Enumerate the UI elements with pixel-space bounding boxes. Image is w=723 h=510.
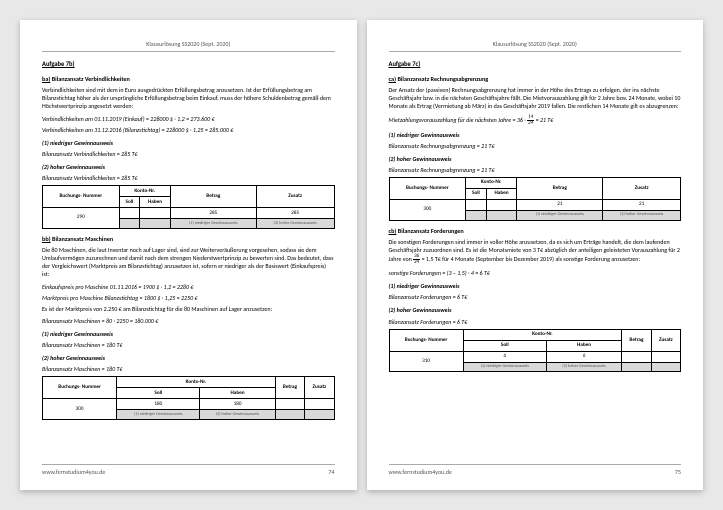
- section-ca-title: ca) Bilanzansatz Rechnungsabgrenzung: [389, 75, 682, 83]
- page-header: Klausurlösung SS2020 (Sept. 2020): [389, 40, 682, 52]
- low-head: (1) niedriger Gewinnausweis: [42, 139, 335, 147]
- para: Es ist der Marktpreis von 2.250 € am Bil…: [42, 305, 335, 313]
- para: Der Ansatz der (passiven) Rechnungsabgre…: [389, 86, 682, 110]
- footer-site: www.fernstudium4you.de: [42, 468, 105, 476]
- high-head: (2) hoher Gewinnausweis: [42, 354, 335, 362]
- low-head: (1) niedriger Gewinnausweis: [42, 330, 335, 338]
- page-content: Aufgabe 7c) ca) Bilanzansatz Rechnungsab…: [389, 60, 682, 458]
- high-head: (2) hoher Gewinnausweis: [42, 163, 335, 171]
- page-number: 75: [675, 468, 681, 476]
- formula: Marktpreis pro Maschine Bilanzstichtag =…: [42, 294, 335, 302]
- fraction: 3624: [413, 254, 420, 265]
- section-bb-title: bb) Bilanzansatz Maschinen: [42, 235, 335, 243]
- footer-site: www.fernstudium4you.de: [389, 468, 452, 476]
- table-row: 300 180 180: [43, 399, 335, 410]
- high-head: (2) hoher Gewinnausweis: [389, 155, 682, 163]
- formula: Bilanzansatz Rechnungsabgrenzung = 21 T€: [389, 142, 682, 150]
- formula: Bilanzansatz Maschinen = 180 T€: [42, 341, 335, 349]
- page-number: 74: [328, 468, 334, 476]
- formula: Bilanzansatz Maschinen = 180 T€: [42, 365, 335, 373]
- page-right: Klausurlösung SS2020 (Sept. 2020) Aufgab…: [367, 20, 704, 490]
- booking-table-3: Buchungs- Nummer Konto-Nr. Betrag Zusatz…: [389, 177, 682, 221]
- low-head: (1) niedriger Gewinnausweis: [389, 131, 682, 139]
- task-title: Aufgabe 7c): [389, 60, 682, 69]
- table-row: 300 21 21: [389, 199, 681, 210]
- section-cb-title: cb) Bilanzansatz Forderungen: [389, 227, 682, 235]
- para: Verbindlichkeiten sind mit dem in Euro a…: [42, 86, 335, 110]
- page-footer: www.fernstudium4you.de 75: [389, 464, 682, 476]
- booking-table-2: Buchungs- Nummer Konto-Nr. Betrag Zusatz…: [42, 376, 335, 420]
- formula: Verbindlichkeiten am 31.12.2016 (Bilanzs…: [42, 126, 335, 134]
- page-footer: www.fernstudium4you.de 74: [42, 464, 335, 476]
- high-head: (2) hoher Gewinnausweis: [389, 306, 682, 314]
- page-left: Klausurlösung SS2020 (Sept. 2020) Aufgab…: [20, 20, 357, 490]
- booking-table-4: Buchungs- Nummer Konto-Nr. Betrag Zusatz…: [389, 329, 682, 373]
- page-content: Aufgabe 7b) ba) Bilanzansatz Verbindlich…: [42, 60, 335, 458]
- formula: Einkaufspreis pro Maschine 01.11.2016 = …: [42, 283, 335, 291]
- formula: Bilanzansatz Maschinen = 80 · 2250 = 180…: [42, 317, 335, 325]
- booking-table-1: Buchungs- Nummer Konto-Nr. Betrag Zusatz…: [42, 185, 335, 229]
- table-row: 310 6 6: [389, 351, 681, 362]
- formula: sonstige Forderungen = (3 − 1,5) · 4 = 6…: [389, 269, 682, 277]
- formula: Bilanzansatz Rechnungsabgrenzung = 21 T€: [389, 166, 682, 174]
- formula: Verbindlichkeiten am 01.11.2019 (Einkauf…: [42, 115, 335, 123]
- para: Die sonstigen Forderungen sind immer in …: [389, 238, 682, 265]
- formula: Bilanzansatz Forderungen = 6 T€: [389, 318, 682, 326]
- formula: Bilanzansatz Verbindlichkeiten = 285 T€: [42, 174, 335, 182]
- para: Die 80 Maschinen, die laut Inventar noch…: [42, 246, 335, 278]
- formula: Bilanzansatz Forderungen = 6 T€: [389, 293, 682, 301]
- fraction: 1424: [527, 115, 534, 126]
- page-header: Klausurlösung SS2020 (Sept. 2020): [42, 40, 335, 52]
- section-ba-title: ba) Bilanzansatz Verbindlichkeiten: [42, 75, 335, 83]
- task-title: Aufgabe 7b): [42, 60, 335, 69]
- formula: Mietzahlungsvorauszahlung für die nächst…: [389, 115, 682, 126]
- formula: Bilanzansatz Verbindlichkeiten = 285 T€: [42, 150, 335, 158]
- low-head: (1) niedriger Gewinnausweis: [389, 282, 682, 290]
- table-row: 290 285 285: [43, 208, 335, 219]
